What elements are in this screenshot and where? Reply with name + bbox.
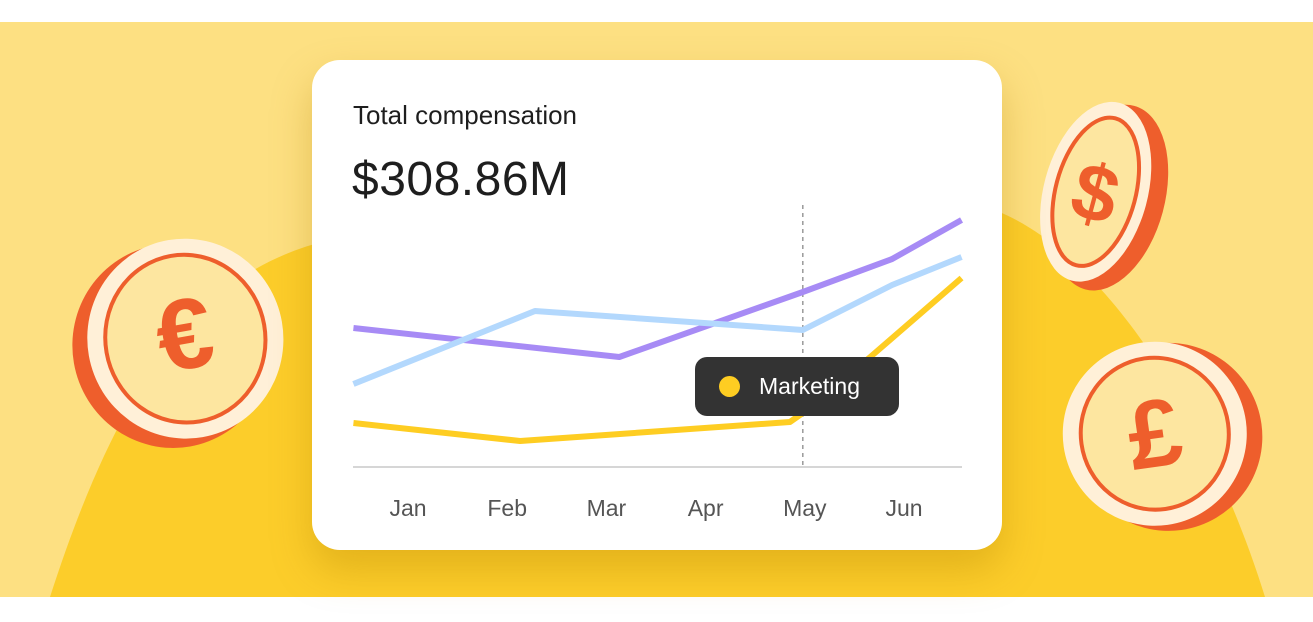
- x-tick-label-may: May: [783, 495, 827, 521]
- compensation-card: Total compensation $308.86M: [312, 60, 1002, 550]
- x-tick-label-jun: Jun: [885, 495, 923, 521]
- euro-coin-icon: €: [72, 238, 284, 448]
- tooltip: Marketing: [695, 357, 899, 416]
- total-value: $308.86M: [352, 153, 570, 206]
- x-tick-label-apr: Apr: [687, 495, 724, 521]
- card-title: Total compensation: [353, 100, 578, 130]
- x-tick-label-feb: Feb: [487, 495, 527, 521]
- x-tick-label-mar: Mar: [586, 495, 627, 521]
- x-tick-label-jan: Jan: [389, 495, 427, 521]
- series-color-dot: [719, 376, 740, 397]
- dollar-coin-icon: $: [1040, 101, 1169, 291]
- pound-coin-icon: £: [1062, 341, 1263, 531]
- tooltip-label: Marketing: [759, 373, 860, 399]
